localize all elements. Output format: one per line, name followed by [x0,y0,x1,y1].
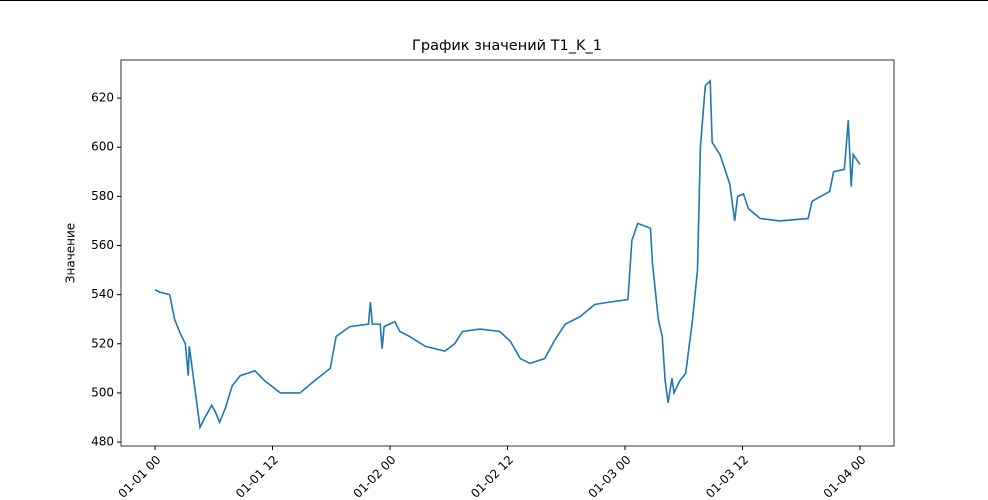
chart-title: График значений T1_K_1 [412,38,602,54]
x-tick-label: 01-01 00 [116,453,164,500]
x-tick-label: 01-03 12 [703,453,751,500]
x-tick-label: 01-02 12 [468,453,516,500]
y-tick-label: 560 [91,238,114,252]
data-line [154,79,861,431]
x-tick-label: 01-01 12 [233,453,281,500]
x-tick-label: 01-02 00 [351,453,399,500]
x-tick-label: 01-03 00 [586,453,634,500]
y-tick-label: 540 [91,287,114,301]
x-tick-label: 01-04 00 [821,453,869,500]
y-tick-label: 580 [91,189,114,203]
y-tick-label: 600 [91,140,114,154]
y-tick-label: 480 [91,435,114,449]
y-axis-label: Значение [64,223,78,283]
plot-frame [120,59,895,447]
y-tick-label: 500 [91,385,114,399]
y-tick-label: 620 [91,91,114,105]
y-tick-label: 520 [91,336,114,350]
